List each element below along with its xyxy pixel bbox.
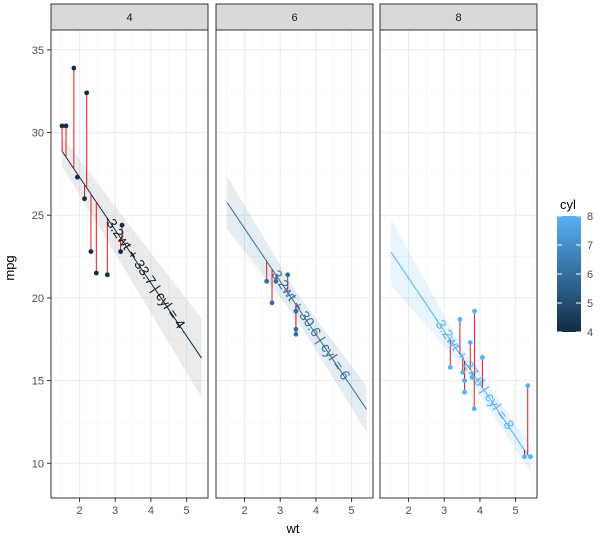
x-tick-label: 3: [277, 505, 283, 517]
y-tick-label: 15: [32, 376, 44, 388]
minor-gridlines: [216, 30, 373, 498]
x-tick-label: 3: [441, 505, 447, 517]
panel-border: [50, 29, 209, 499]
facet-panel-8: 8-3.2wt + 27.6 | cyl = 82 3 4 5: [379, 3, 538, 517]
y-axis-title: mpg: [2, 255, 17, 280]
panel-border: [215, 29, 374, 499]
regression-line: [61, 150, 202, 359]
data-point: [285, 272, 291, 278]
y-tick-label: 10: [32, 458, 44, 470]
data-points: [447, 308, 533, 460]
facet-strip: [379, 3, 538, 31]
data-point: [84, 90, 90, 96]
y-tick-label: 25: [32, 210, 44, 222]
x-axis-ticks: 2 3 4 5: [241, 498, 355, 517]
x-tick-label: 4: [313, 505, 319, 517]
x-tick-label: 2: [405, 505, 411, 517]
facet-strip-label: 6: [291, 12, 297, 24]
data-point: [71, 65, 77, 71]
data-point: [469, 374, 475, 380]
data-point: [462, 378, 467, 383]
data-point: [63, 123, 69, 129]
data-point: [269, 300, 275, 306]
data-point: [471, 406, 477, 412]
x-tick-label: 4: [148, 505, 154, 517]
legend-tick-label: 5: [587, 298, 593, 310]
panel-border: [379, 29, 538, 499]
major-gridlines: [380, 30, 537, 498]
data-point: [457, 316, 463, 322]
data-point: [104, 272, 110, 278]
y-tick-label: 30: [32, 128, 44, 140]
confidence-ribbon: [227, 176, 367, 433]
y-tick-label: 35: [32, 45, 44, 57]
facet-panel-6: 6-3.2wt + 30.6 | cyl = 62 3 4 5: [215, 3, 374, 517]
legend-tick-label: 6: [587, 269, 593, 281]
data-point: [119, 222, 125, 228]
facet-panel-4: 4-3.2wt + 33.7 | cyl = 42 3 4 5: [50, 3, 209, 517]
data-point: [273, 278, 279, 284]
data-point: [75, 174, 80, 180]
confidence-ribbon: [391, 219, 531, 473]
major-gridlines: [216, 30, 373, 498]
x-axis-title: wt: [286, 521, 300, 536]
legend-title: cyl: [560, 197, 576, 212]
legend-tick-label: 4: [587, 327, 593, 339]
data-point: [467, 340, 473, 345]
facet-strip: [50, 3, 209, 31]
data-point: [88, 249, 94, 254]
legend-tick-label: 8: [587, 211, 593, 223]
data-point: [293, 326, 299, 332]
x-tick-label: 3: [112, 505, 118, 517]
major-gridlines: [51, 30, 208, 498]
y-axis-ticks: 10 15 20 25 30 35: [32, 45, 51, 470]
x-tick-label: 4: [477, 505, 483, 517]
data-point: [447, 364, 453, 370]
x-tick-label: 5: [184, 505, 190, 517]
data-point: [264, 278, 270, 284]
facet-strip-label: 8: [455, 12, 461, 24]
data-point: [293, 331, 299, 337]
regression-line: [226, 202, 367, 410]
y-tick-label: 20: [32, 293, 44, 305]
data-point: [528, 454, 533, 460]
confidence-ribbon: [62, 136, 202, 398]
facet-strip: [215, 3, 374, 31]
data-point: [293, 308, 299, 314]
data-point: [472, 308, 477, 314]
minor-gridlines: [380, 30, 537, 498]
legend-tick-label: 7: [587, 240, 593, 252]
panel-background: [51, 30, 208, 498]
x-axis-ticks: 2 3 4 5: [76, 498, 190, 517]
data-point: [59, 123, 65, 129]
panel-background: [380, 30, 537, 498]
residual-segments: [61, 68, 123, 275]
data-point: [480, 355, 485, 360]
data-point: [525, 383, 531, 388]
facet-strip-label: 4: [126, 12, 132, 24]
x-tick-label: 5: [513, 505, 519, 517]
data-points: [59, 65, 125, 278]
minor-gridlines: [51, 30, 208, 498]
x-tick-label: 5: [349, 505, 355, 517]
data-point: [82, 196, 87, 202]
data-points: [264, 272, 299, 337]
facet-panels: 4-3.2wt + 33.7 | cyl = 42 3 4 56-3.2wt + 30…: [50, 3, 538, 517]
legend-ticks: 4 5 6 7 8: [557, 211, 593, 339]
color-legend: cyl 4 5 6 7 8: [557, 197, 593, 339]
data-point: [462, 389, 467, 395]
data-point: [118, 249, 123, 254]
regression-line: [390, 251, 531, 460]
x-tick-label: 2: [241, 505, 247, 517]
panel-background: [216, 30, 373, 498]
x-tick-label: 2: [76, 505, 82, 517]
x-axis-ticks: 2 3 4 5: [405, 498, 519, 517]
data-point: [460, 369, 466, 375]
data-point: [522, 454, 527, 460]
data-point: [93, 270, 99, 276]
